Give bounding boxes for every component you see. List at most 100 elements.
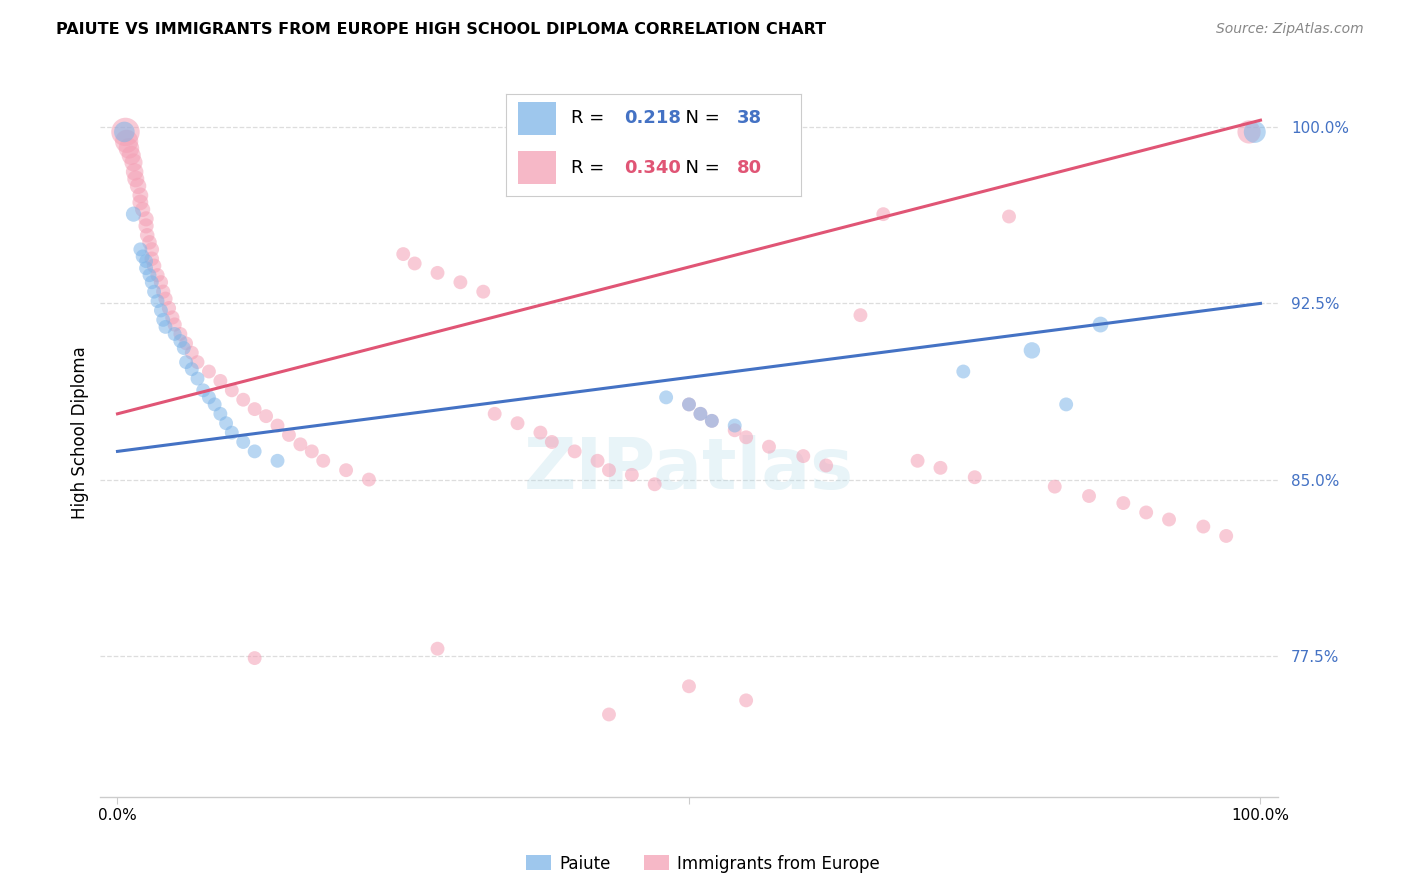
Point xyxy=(290,437,312,451)
Point xyxy=(141,252,163,266)
Point xyxy=(907,454,929,468)
Point xyxy=(146,294,169,309)
Point xyxy=(186,355,208,369)
Point xyxy=(209,407,232,421)
Point xyxy=(689,407,711,421)
Point xyxy=(169,334,191,348)
Point xyxy=(620,467,643,482)
Point xyxy=(152,313,174,327)
Point xyxy=(598,707,620,722)
Point xyxy=(243,402,266,417)
Point xyxy=(129,195,152,210)
Point xyxy=(1078,489,1101,503)
Point xyxy=(449,275,471,289)
Point xyxy=(312,454,335,468)
Point xyxy=(143,259,166,273)
Point xyxy=(678,397,700,411)
Point xyxy=(149,275,172,289)
Point xyxy=(1112,496,1135,510)
Point xyxy=(540,435,562,450)
Bar xyxy=(517,102,557,135)
Point xyxy=(357,473,380,487)
Point xyxy=(129,243,152,257)
Text: N =: N = xyxy=(675,159,725,177)
Point xyxy=(998,210,1021,224)
Point xyxy=(472,285,495,299)
Text: Source: ZipAtlas.com: Source: ZipAtlas.com xyxy=(1216,22,1364,37)
Text: 38: 38 xyxy=(737,110,762,128)
Point xyxy=(232,392,254,407)
Point xyxy=(426,266,449,280)
Point xyxy=(115,134,138,148)
Text: 0.340: 0.340 xyxy=(624,159,681,177)
Point xyxy=(124,165,146,179)
Point xyxy=(1215,529,1237,543)
Point xyxy=(146,268,169,283)
Point xyxy=(155,292,177,306)
Point xyxy=(655,390,678,404)
Point xyxy=(138,235,160,250)
Point xyxy=(198,365,221,379)
Point xyxy=(689,407,711,421)
Point xyxy=(564,444,586,458)
Y-axis label: High School Diploma: High School Diploma xyxy=(72,346,89,519)
Text: 0.218: 0.218 xyxy=(624,110,682,128)
Point xyxy=(198,390,221,404)
Point xyxy=(136,228,159,243)
Point xyxy=(174,336,197,351)
Point xyxy=(678,679,700,693)
Point xyxy=(929,460,952,475)
Point xyxy=(335,463,357,477)
Point xyxy=(120,148,142,162)
Text: PAIUTE VS IMMIGRANTS FROM EUROPE HIGH SCHOOL DIPLOMA CORRELATION CHART: PAIUTE VS IMMIGRANTS FROM EUROPE HIGH SC… xyxy=(56,22,827,37)
Point xyxy=(735,693,758,707)
Point xyxy=(125,172,148,186)
Legend: Paiute, Immigrants from Europe: Paiute, Immigrants from Europe xyxy=(519,848,887,880)
Point xyxy=(724,423,747,437)
Point xyxy=(586,454,609,468)
Point xyxy=(112,125,135,139)
Point xyxy=(174,355,197,369)
Point xyxy=(163,326,186,341)
Point xyxy=(135,219,157,233)
Point xyxy=(254,409,277,424)
Point xyxy=(426,641,449,656)
Point xyxy=(204,397,226,411)
Point xyxy=(644,477,666,491)
Point xyxy=(700,414,723,428)
Point xyxy=(163,318,186,332)
Point xyxy=(724,418,747,433)
Point xyxy=(157,301,180,315)
Point xyxy=(484,407,506,421)
Point xyxy=(792,449,814,463)
Point xyxy=(135,254,157,268)
Point xyxy=(404,256,426,270)
Point xyxy=(221,425,243,440)
Point xyxy=(1090,318,1112,332)
Point xyxy=(169,326,191,341)
Point xyxy=(129,188,152,202)
Point xyxy=(173,341,195,355)
Point xyxy=(815,458,838,473)
Point xyxy=(506,416,529,430)
Point xyxy=(1043,480,1066,494)
Point xyxy=(243,444,266,458)
Point xyxy=(598,463,620,477)
Point xyxy=(266,454,288,468)
Point xyxy=(141,275,163,289)
Point xyxy=(952,365,974,379)
Point xyxy=(1192,519,1215,533)
Point xyxy=(392,247,415,261)
Point xyxy=(735,430,758,444)
Text: ZIPatlas: ZIPatlas xyxy=(524,434,853,503)
Point xyxy=(155,319,177,334)
Point xyxy=(758,440,780,454)
Point xyxy=(301,444,323,458)
Point xyxy=(1021,343,1043,358)
Point xyxy=(963,470,986,484)
Text: R =: R = xyxy=(571,159,610,177)
Point xyxy=(127,178,149,193)
Point xyxy=(700,414,723,428)
Point xyxy=(221,384,243,398)
Point xyxy=(180,362,202,376)
